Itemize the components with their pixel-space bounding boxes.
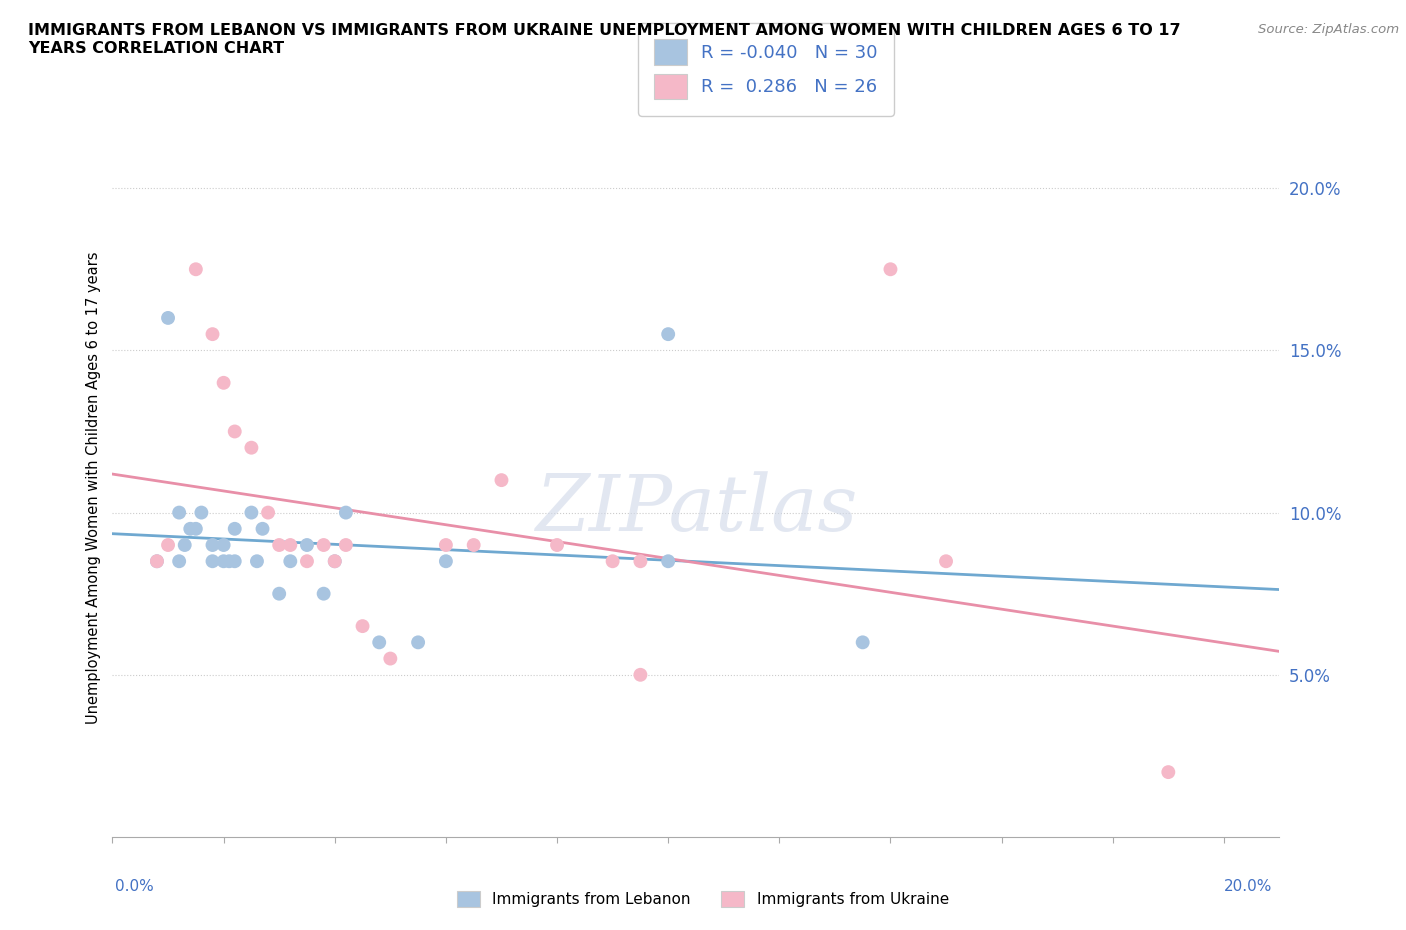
Point [434,553,457,568]
Point [240,440,263,455]
Point [184,522,207,537]
Text: Source: ZipAtlas.com: Source: ZipAtlas.com [1258,23,1399,36]
Point [434,538,457,552]
Point [368,635,391,650]
Point [278,538,301,552]
Point [201,553,224,568]
Point [935,553,957,568]
Point [179,522,201,537]
Point [463,538,485,552]
Point [167,553,190,568]
Point [491,472,513,487]
Point [212,553,235,568]
Point [628,668,651,683]
Point [146,553,169,568]
Point [157,538,180,552]
Y-axis label: Unemployment Among Women with Children Ages 6 to 17 years: Unemployment Among Women with Children A… [86,252,101,724]
Text: ZIPatlas: ZIPatlas [534,471,858,548]
Point [190,505,212,520]
Point [295,538,318,552]
Point [184,262,207,277]
Point [201,538,224,552]
Point [224,553,246,568]
Point [657,326,679,341]
Point [352,618,374,633]
Text: 0.0%: 0.0% [115,879,155,894]
Legend: Immigrants from Lebanon, Immigrants from Ukraine: Immigrants from Lebanon, Immigrants from… [451,884,955,913]
Point [657,553,679,568]
Point [335,538,357,552]
Point [224,424,246,439]
Point [167,505,190,520]
Point [157,311,180,325]
Point [278,553,301,568]
Point [546,538,568,552]
Point [252,522,274,537]
Point [323,553,346,568]
Point [269,586,291,601]
Point [246,553,269,568]
Text: 20.0%: 20.0% [1225,879,1272,894]
Point [212,376,235,391]
Point [312,586,335,601]
Legend: R = -0.040   N = 30, R =  0.286   N = 26: R = -0.040 N = 30, R = 0.286 N = 26 [638,23,894,115]
Point [602,553,624,568]
Text: IMMIGRANTS FROM LEBANON VS IMMIGRANTS FROM UKRAINE UNEMPLOYMENT AMONG WOMEN WITH: IMMIGRANTS FROM LEBANON VS IMMIGRANTS FR… [28,23,1181,56]
Point [335,505,357,520]
Point [201,326,224,341]
Point [312,538,335,552]
Point [173,538,195,552]
Point [406,635,429,650]
Point [879,262,901,277]
Point [212,538,235,552]
Point [380,651,402,666]
Point [628,553,651,568]
Point [269,538,291,552]
Point [323,553,346,568]
Point [218,553,240,568]
Point [1157,764,1180,779]
Point [852,635,875,650]
Point [146,553,169,568]
Point [257,505,280,520]
Point [240,505,263,520]
Point [295,553,318,568]
Point [224,522,246,537]
